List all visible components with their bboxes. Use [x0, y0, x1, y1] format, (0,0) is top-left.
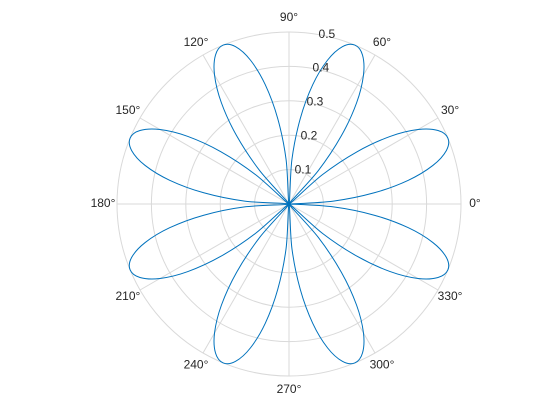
r-tick-label: 0.4	[313, 61, 330, 75]
theta-tick-label: 90°	[280, 10, 298, 24]
theta-tick-label: 210°	[116, 289, 141, 303]
theta-tick-label: 30°	[441, 103, 459, 117]
theta-tick-label: 150°	[116, 103, 141, 117]
theta-tick-label: 270°	[277, 382, 302, 396]
theta-tick-label: 0°	[469, 196, 481, 210]
theta-tick-label: 300°	[370, 357, 395, 371]
theta-grid-line	[139, 203, 290, 291]
r-tick-label: 0.2	[301, 128, 318, 142]
r-tick-label: 0.5	[319, 27, 336, 41]
theta-grid-line	[139, 117, 290, 205]
theta-tick-label: 330°	[438, 289, 463, 303]
theta-grid-line	[288, 203, 376, 354]
polar-line	[128, 43, 450, 365]
theta-grid-line	[202, 54, 290, 205]
theta-grid-line	[288, 54, 376, 205]
theta-tick-label: 120°	[184, 35, 209, 49]
theta-tick-label: 60°	[373, 35, 391, 49]
theta-tick-label: 240°	[184, 357, 209, 371]
theta-grid-line	[288, 117, 439, 205]
theta-grid-line	[202, 203, 290, 354]
r-tick-label: 0.1	[295, 162, 312, 176]
theta-tick-label: 180°	[91, 196, 116, 210]
theta-grid-line	[288, 203, 439, 291]
r-tick-label: 0.3	[307, 95, 324, 109]
